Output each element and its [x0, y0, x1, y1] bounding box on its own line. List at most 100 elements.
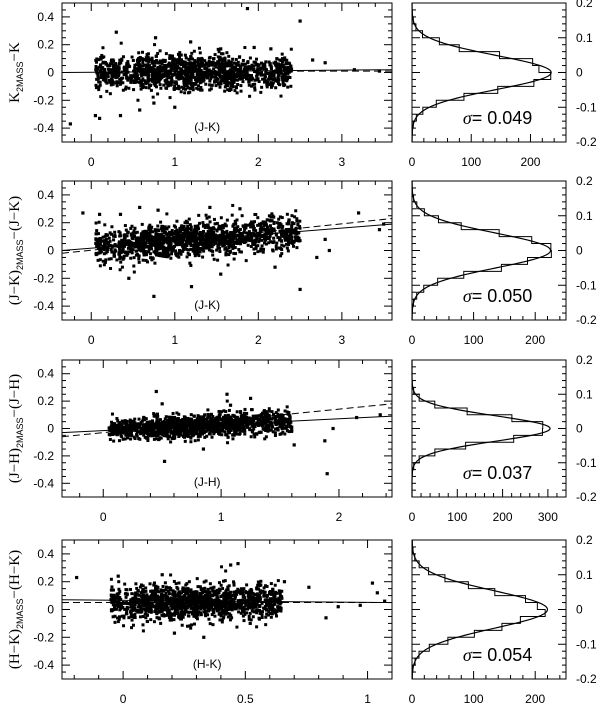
y-tick-label: 0.2 [37, 216, 54, 230]
x-tick-label: 2 [255, 155, 262, 169]
y-tick-label: 0.4 [37, 10, 54, 24]
x-tick-label: 200 [525, 692, 545, 706]
x-tick-label: 0 [100, 510, 107, 524]
y-tick-label: 0.2 [576, 174, 593, 188]
y-tick-label: 0.2 [37, 394, 54, 408]
y-tick-label: 0.2 [576, 533, 593, 547]
y-tick-label: 0 [47, 66, 54, 80]
y-tick-label: 0 [47, 422, 54, 436]
sigma-annotation: σ= 0.054 [463, 645, 532, 665]
x-tick-label: 200 [520, 155, 540, 169]
fit-line-dashed [62, 218, 392, 254]
gaussian-fit-curve [411, 2, 552, 143]
y-tick-label: 0.1 [576, 209, 593, 223]
y-tick-label: 0.4 [37, 547, 54, 561]
y-tick-label: -0.4 [33, 476, 54, 490]
sigma-annotation: σ= 0.049 [463, 108, 532, 128]
y-tick-label: 0.2 [576, 353, 593, 367]
y-axis-label: (H−K)2MASS​−(H−K) [7, 550, 25, 669]
sigma-annotation: σ= 0.050 [463, 286, 532, 306]
x-tick-label: 0.5 [237, 692, 254, 706]
data-points [68, 6, 382, 126]
y-tick-label: -0.2 [33, 449, 54, 463]
scatter-panel-4: -0.4 -0.2 0 0.2 0.4 0 0.5 1 (H-K) (H−K)2MASS​−(H−… [7, 539, 393, 706]
y-axis-label: (J−K)2MASS​−(J−K) [7, 196, 25, 305]
histogram-panel-2: -0.2 -0.1 0 0.1 0.2 0 100 200 σ= 0.050 [409, 174, 597, 347]
y-tick-label: 0.4 [37, 367, 54, 381]
y-tick-label: 0.2 [37, 575, 54, 589]
x-tick-label: 3 [339, 155, 346, 169]
x-tick-label: 2 [336, 510, 343, 524]
fit-line-dashed [62, 403, 392, 438]
y-tick-label: 0 [576, 422, 583, 436]
y-tick-label: 0 [576, 244, 583, 258]
x-axis-label: (J-K) [194, 120, 220, 134]
x-tick-label: 0 [88, 333, 95, 347]
x-tick-label: 100 [461, 155, 481, 169]
y-tick-label: 0 [576, 66, 583, 80]
y-tick-label: -0.2 [33, 93, 54, 107]
data-points [81, 203, 386, 298]
scatter-panel-1: -0.4 -0.2 0 0.2 0.4 0 1 2 3 (J-K) K2MASS​−K [7, 2, 393, 169]
x-axis-label: (J-H) [194, 475, 221, 489]
y-tick-label: -0.1 [576, 278, 597, 292]
y-axis-label: K2MASS​−K [7, 42, 25, 103]
x-tick-label: 0 [120, 692, 127, 706]
y-tick-label: 0.1 [576, 387, 593, 401]
y-tick-label: 0.1 [576, 568, 593, 582]
fit-line-solid [62, 223, 392, 251]
y-tick-label: 0.4 [37, 188, 54, 202]
y-tick-label: -0.2 [33, 271, 54, 285]
y-tick-label: 0.2 [37, 38, 54, 52]
y-tick-label: -0.4 [33, 658, 54, 672]
y-tick-label: -0.2 [576, 672, 597, 686]
x-tick-label: 0 [409, 333, 416, 347]
y-tick-label: -0.2 [576, 313, 597, 327]
y-tick-label: 0.2 [576, 0, 593, 10]
x-tick-label: 0 [88, 155, 95, 169]
y-tick-label: -0.4 [33, 299, 54, 313]
y-tick-label: -0.4 [33, 121, 54, 135]
y-tick-label: -0.2 [33, 630, 54, 644]
data-points [107, 389, 382, 476]
x-tick-label: 1 [364, 692, 371, 706]
histogram-panel-3: -0.2 -0.1 0 0.1 0.2 0 100 200 300 σ= 0.037 [409, 353, 597, 524]
x-tick-label: 100 [464, 692, 484, 706]
x-tick-label: 1 [218, 510, 225, 524]
x-tick-label: 100 [464, 333, 484, 347]
x-tick-label: 0 [409, 510, 416, 524]
y-axis-label: (J−H)2MASS​−(J−H) [7, 374, 25, 483]
x-tick-label: 300 [538, 510, 558, 524]
histogram-panel-1: -0.2 -0.1 0 0.1 0.2 0 100 200 σ= 0.049 [409, 0, 597, 169]
y-tick-label: -0.1 [576, 637, 597, 651]
y-tick-label: 0 [47, 603, 54, 617]
y-tick-label: 0.1 [576, 31, 593, 45]
y-tick-label: -0.1 [576, 100, 597, 114]
x-tick-label: 1 [171, 333, 178, 347]
histogram-steps [411, 539, 546, 680]
x-tick-label: 0 [409, 692, 416, 706]
y-tick-label: -0.2 [576, 490, 597, 504]
x-tick-label: 3 [339, 333, 346, 347]
x-tick-label: 2 [255, 333, 262, 347]
y-tick-label: -0.2 [576, 135, 597, 149]
gaussian-fit-curve [411, 180, 552, 321]
scatter-panel-2: -0.4 -0.2 0 0.2 0.4 0 1 2 3 (J-K) (J−K)2MASS​−(J−K… [7, 180, 393, 347]
fit-line-solid [62, 415, 392, 434]
y-tick-label: 0 [47, 244, 54, 258]
x-tick-label: 100 [447, 510, 467, 524]
x-axis-label: (H-K) [193, 657, 222, 671]
histogram-panel-4: -0.2 -0.1 0 0.1 0.2 0 100 200 σ= 0.054 [409, 533, 597, 706]
y-tick-label: -0.1 [576, 456, 597, 470]
gaussian-fit-curve [411, 539, 549, 680]
x-tick-label: 200 [493, 510, 513, 524]
fit-line-solid [62, 69, 392, 73]
x-tick-label: 0 [409, 155, 416, 169]
x-tick-label: 1 [171, 155, 178, 169]
sigma-annotation: σ= 0.037 [463, 463, 532, 483]
y-tick-label: 0 [576, 603, 583, 617]
x-tick-label: 200 [525, 333, 545, 347]
x-axis-label: (J-K) [194, 298, 220, 312]
scatter-panel-3: -0.4 -0.2 0 0.2 0.4 0 1 2 (J-H) (J−H)2MASS​−(J−H) [7, 359, 393, 524]
